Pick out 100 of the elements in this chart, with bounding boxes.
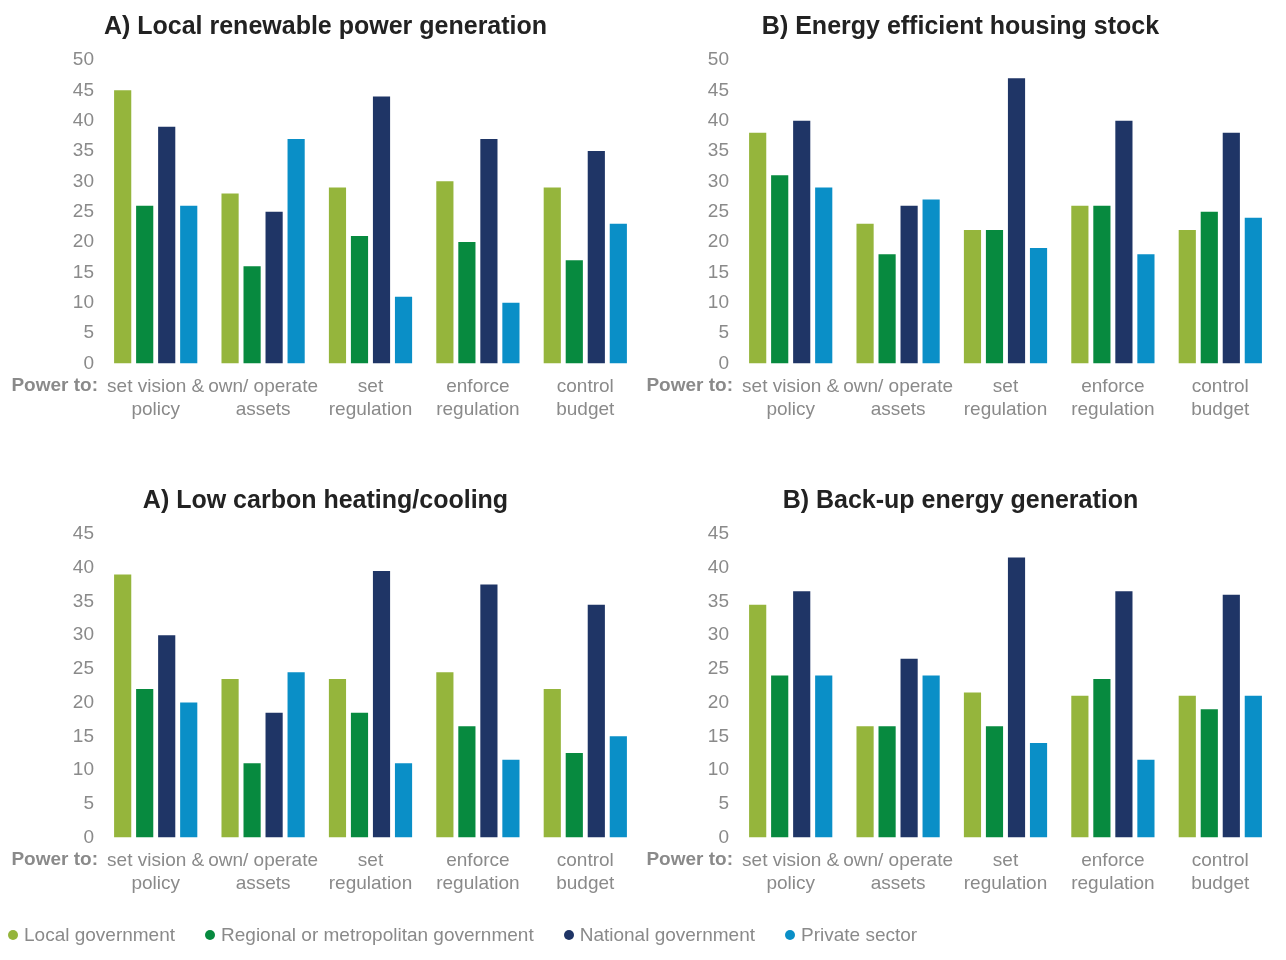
legend-label: Local government	[24, 924, 176, 946]
x-tick-label: set vision & policy	[107, 375, 205, 419]
bar	[793, 591, 811, 838]
y-tick-label: 10	[72, 290, 94, 312]
bar	[771, 675, 789, 838]
bar	[587, 604, 605, 838]
x-axis-title: Power to:	[11, 374, 98, 396]
y-tick-label: 30	[707, 623, 729, 645]
bar	[856, 223, 874, 364]
x-axis-title: Power to:	[11, 848, 98, 870]
y-tick-label: 30	[72, 169, 94, 191]
bar	[180, 702, 198, 838]
bar	[1115, 591, 1133, 838]
bar	[1093, 678, 1111, 838]
x-tick-label: control budget	[556, 375, 616, 419]
bar	[221, 193, 239, 364]
x-tick-label: set vision & policy	[742, 849, 840, 893]
x-tick-label: set regulation	[963, 375, 1048, 419]
x-tick-label: control budget	[1191, 849, 1251, 893]
bar	[922, 199, 940, 364]
bar	[458, 726, 476, 838]
bar	[502, 302, 520, 364]
y-tick-label: 40	[72, 108, 94, 130]
y-tick-label: 5	[83, 321, 94, 343]
bar	[265, 712, 283, 838]
y-tick-label: 40	[707, 555, 729, 577]
bar	[436, 672, 454, 838]
bar	[136, 689, 154, 838]
bar	[1244, 217, 1262, 364]
y-tick-label: 45	[72, 522, 94, 544]
y-tick-label: 0	[718, 351, 729, 373]
bar	[1007, 78, 1026, 364]
chart-title: A) Low carbon heating/cooling	[142, 484, 509, 513]
bar	[394, 763, 413, 838]
bar	[328, 187, 347, 364]
bar	[436, 181, 454, 364]
bar	[1093, 205, 1111, 364]
bar	[350, 712, 369, 838]
bar	[609, 223, 627, 364]
legend-label: Regional or metropolitan government	[221, 924, 534, 946]
bar	[350, 235, 369, 364]
bar	[1178, 229, 1196, 364]
bar	[114, 90, 132, 364]
y-tick-label: 15	[72, 724, 94, 746]
bar	[480, 584, 498, 838]
bar	[243, 266, 261, 364]
x-tick-label: set regulation	[963, 849, 1048, 893]
x-tick-label: set regulation	[328, 375, 413, 419]
y-tick-label: 20	[707, 230, 729, 252]
chart-title: A) Local renewable power generation	[103, 10, 548, 39]
bar	[878, 254, 896, 364]
x-axis-title: Power to:	[646, 848, 733, 870]
y-tick-label: 45	[72, 78, 94, 100]
chart-title: B) Energy efficient housing stock	[761, 10, 1160, 39]
bar	[328, 678, 347, 838]
bar	[287, 672, 305, 838]
y-tick-label: 10	[72, 758, 94, 780]
bar	[372, 96, 391, 364]
bar	[136, 205, 154, 364]
y-tick-label: 15	[707, 724, 729, 746]
x-tick-label: enforce regulation	[436, 849, 520, 893]
bar	[771, 175, 789, 364]
bar	[1178, 695, 1196, 838]
y-tick-label: 30	[72, 623, 94, 645]
bar	[458, 242, 476, 364]
x-tick-label: set vision & policy	[107, 849, 205, 893]
x-tick-label: own/ operate assets	[208, 375, 319, 419]
x-tick-label: own/ operate assets	[843, 849, 954, 893]
y-tick-label: 10	[707, 758, 729, 780]
y-tick-label: 50	[707, 48, 729, 70]
bar	[1071, 695, 1089, 838]
legend-label: Private sector	[801, 924, 918, 946]
bar	[502, 759, 520, 838]
y-tick-label: 20	[72, 230, 94, 252]
bar	[543, 187, 561, 364]
y-tick-label: 15	[72, 260, 94, 282]
y-tick-label: 50	[72, 48, 94, 70]
y-tick-label: 25	[707, 199, 729, 221]
x-tick-label: enforce regulation	[1071, 375, 1155, 419]
bar	[1244, 695, 1262, 838]
bar	[1137, 759, 1155, 838]
y-tick-label: 20	[707, 690, 729, 712]
y-tick-label: 35	[72, 139, 94, 161]
bar	[985, 229, 1004, 364]
bar	[878, 726, 896, 838]
x-tick-label: set regulation	[328, 849, 413, 893]
y-tick-label: 40	[707, 108, 729, 130]
bar	[900, 658, 918, 838]
y-tick-label: 0	[83, 351, 94, 373]
y-tick-label: 10	[707, 290, 729, 312]
x-tick-label: own/ operate assets	[843, 375, 954, 419]
y-tick-label: 5	[718, 791, 729, 813]
bar	[480, 138, 498, 364]
bar	[815, 187, 833, 364]
x-tick-label: own/ operate assets	[208, 849, 319, 893]
y-tick-label: 20	[72, 690, 94, 712]
bar	[922, 675, 940, 838]
y-tick-label: 30	[707, 169, 729, 191]
y-tick-label: 35	[72, 589, 94, 611]
bar	[587, 151, 605, 364]
